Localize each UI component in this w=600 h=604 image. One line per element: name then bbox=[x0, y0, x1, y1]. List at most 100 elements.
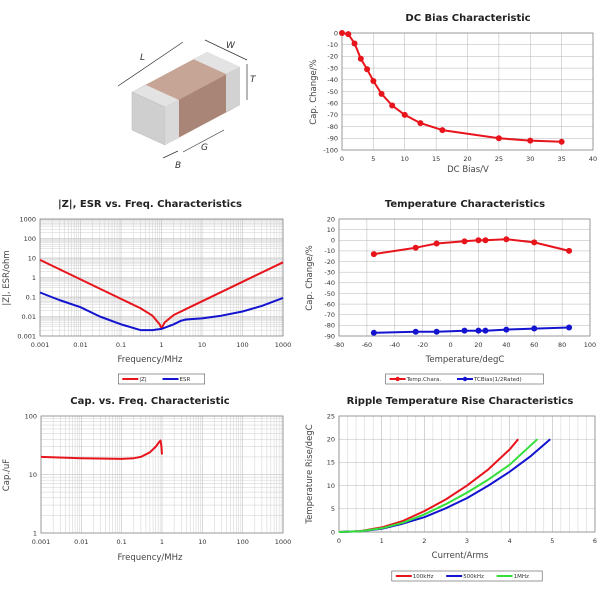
x-tick-label: 20 bbox=[463, 155, 471, 163]
data-point bbox=[461, 238, 468, 245]
y-tick-label: -100 bbox=[323, 146, 338, 154]
dimension-label-g: G bbox=[201, 143, 208, 153]
x-axis-label: Temperature/degC bbox=[425, 355, 505, 365]
y-tick-label: -10 bbox=[324, 247, 335, 255]
y-tick-label: 10 bbox=[327, 226, 335, 234]
y-tick-label: -50 bbox=[327, 88, 338, 96]
legend-label: 100kHz bbox=[413, 574, 434, 580]
data-point bbox=[461, 327, 468, 334]
chart-ripple_temp_rise: 0 1 2 3 4 5 6 0 5 10 15 20 25 Ripple Temperature Rise… bbox=[305, 396, 597, 582]
x-tick-label: 0 bbox=[340, 155, 344, 163]
legend-label: 1MHz bbox=[514, 574, 529, 580]
y-tick-label: 1 bbox=[32, 274, 36, 282]
y-tick-label: 0 bbox=[331, 237, 335, 245]
x-tick-label: 0.01 bbox=[74, 538, 88, 546]
y-axis-label: Cap. Change/% bbox=[309, 59, 319, 124]
x-tick-label: 0 bbox=[337, 537, 341, 545]
data-point bbox=[357, 55, 364, 62]
data-point bbox=[412, 244, 419, 251]
dimension-label-l: L bbox=[140, 53, 145, 63]
data-point bbox=[364, 66, 371, 73]
y-tick-label: -80 bbox=[324, 322, 335, 330]
series-data bbox=[339, 30, 565, 145]
y-tick-label: -60 bbox=[327, 100, 338, 108]
data-point bbox=[503, 236, 510, 243]
y-tick-label: -70 bbox=[324, 311, 335, 319]
y-tick-label: -40 bbox=[327, 76, 338, 84]
x-tick-label: 1 bbox=[159, 341, 163, 349]
terminal-right-top bbox=[193, 52, 240, 74]
x-tick-label: 1000 bbox=[275, 341, 292, 349]
y-tick-label: 10 bbox=[28, 254, 36, 262]
legend: |Z| ESR bbox=[118, 373, 206, 385]
plot-area bbox=[339, 219, 590, 336]
chart-title: DC Bias Characteristic bbox=[405, 13, 530, 24]
x-tick-label: 4 bbox=[508, 537, 512, 545]
y-tick-label: 100 bbox=[24, 235, 36, 243]
y-tick-label: 15 bbox=[327, 459, 335, 467]
data-point bbox=[566, 324, 573, 331]
x-axis-label: Current/Arms bbox=[432, 551, 489, 561]
y-tick-label: 0.001 bbox=[17, 332, 36, 340]
y-tick-label: -80 bbox=[327, 123, 338, 131]
chart-title: Temperature Characteristics bbox=[385, 199, 545, 210]
data-point bbox=[482, 327, 489, 334]
y-tick-label: 0.01 bbox=[22, 313, 36, 321]
legend-label: Temp.Chara. bbox=[406, 377, 442, 383]
data-point bbox=[417, 120, 424, 127]
data-point bbox=[482, 237, 489, 244]
x-tick-label: 0.1 bbox=[116, 341, 126, 349]
legend-box bbox=[391, 570, 543, 582]
data-point bbox=[351, 40, 358, 47]
series-TCBias(1/2Rated) bbox=[370, 324, 573, 336]
y-tick-label: -30 bbox=[324, 268, 335, 276]
x-tick-label: 1 bbox=[160, 538, 164, 546]
y-tick-label: -40 bbox=[324, 279, 335, 287]
x-tick-label: 0.1 bbox=[116, 538, 126, 546]
dimension-lines bbox=[117, 39, 248, 159]
x-tick-label: 0.001 bbox=[31, 341, 50, 349]
terminal-right-side bbox=[226, 67, 240, 112]
x-tick-label: -80 bbox=[334, 341, 345, 349]
plot-border bbox=[341, 32, 594, 151]
x-tick-label: 0.01 bbox=[73, 341, 87, 349]
y-tick-label: 20 bbox=[327, 215, 335, 223]
chart-title: Ripple Temperature Rise Characteristics bbox=[347, 396, 574, 407]
x-axis-label: Frequency/MHz bbox=[118, 355, 184, 365]
chart-impedance_esr: 0.001 0.01 0.1 1 10 100 1000 0.001 0.01 0.1 1 10 100… bbox=[2, 199, 292, 385]
data-point bbox=[503, 326, 510, 333]
x-axis-label: Frequency/MHz bbox=[118, 553, 184, 563]
y-tick-label: -50 bbox=[324, 290, 335, 298]
data-point bbox=[495, 135, 502, 142]
x-tick-label: 5 bbox=[371, 155, 375, 163]
series-1MHz bbox=[338, 438, 539, 533]
series-ESR bbox=[39, 291, 284, 332]
plot-border bbox=[338, 415, 596, 533]
chart-temperature: -80 -60 -40 -20 0 20 40 60 80 10020100-10-20-30-4… bbox=[305, 199, 596, 385]
y-tick-label: 1000 bbox=[19, 215, 36, 223]
terminal-left-top bbox=[132, 85, 179, 107]
x-tick-label: 15 bbox=[432, 155, 440, 163]
y-tick-label: -30 bbox=[327, 64, 338, 72]
y-axis-label: Cap. Change/% bbox=[305, 245, 315, 310]
data-point bbox=[339, 30, 345, 36]
y-tick-label: 100 bbox=[25, 412, 37, 420]
x-tick-label: 30 bbox=[526, 155, 534, 163]
data-point bbox=[401, 111, 408, 118]
series-line bbox=[40, 439, 163, 460]
data-point bbox=[378, 90, 385, 97]
y-axis-label: Temperature Rise/degC bbox=[305, 424, 315, 524]
legend: 100kHz 500kHz 1MHz bbox=[391, 570, 543, 582]
legend-label: ESR bbox=[180, 377, 191, 383]
y-tick-label: 10 bbox=[327, 482, 335, 490]
x-tick-label: 60 bbox=[530, 341, 538, 349]
y-tick-label: 10 bbox=[29, 471, 37, 479]
terminal-left-side bbox=[165, 100, 179, 145]
x-tick-label: 40 bbox=[589, 155, 597, 163]
data-point bbox=[433, 328, 440, 335]
x-tick-label: 5 bbox=[550, 537, 554, 545]
data-point bbox=[475, 237, 482, 244]
x-tick-label: 100 bbox=[236, 341, 248, 349]
chart-title: Cap. vs. Freq. Characteristic bbox=[70, 396, 230, 407]
